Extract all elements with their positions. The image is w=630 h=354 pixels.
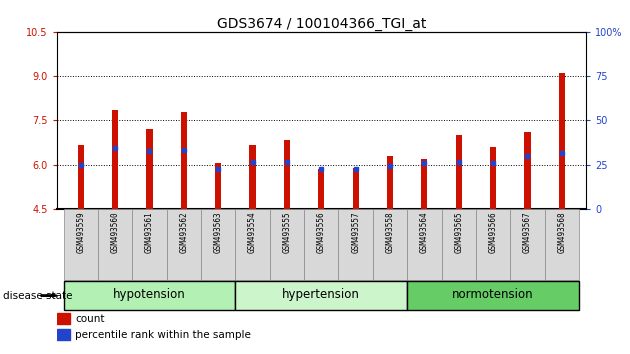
Bar <box>167 209 201 280</box>
Text: GSM493565: GSM493565 <box>454 212 463 253</box>
Bar <box>270 209 304 280</box>
Title: GDS3674 / 100104366_TGI_at: GDS3674 / 100104366_TGI_at <box>217 17 426 31</box>
Bar <box>338 209 373 280</box>
Bar <box>98 209 132 280</box>
Bar <box>181 112 187 209</box>
Text: GSM493564: GSM493564 <box>420 212 429 253</box>
Bar <box>64 209 98 280</box>
Bar <box>201 209 236 280</box>
Text: percentile rank within the sample: percentile rank within the sample <box>75 330 251 339</box>
Bar <box>510 209 545 280</box>
Bar <box>407 209 442 280</box>
Text: GSM493554: GSM493554 <box>248 212 257 253</box>
Text: disease state: disease state <box>3 291 72 301</box>
Text: GSM493568: GSM493568 <box>558 212 566 253</box>
Text: GSM493559: GSM493559 <box>76 212 85 253</box>
Text: GSM493567: GSM493567 <box>523 212 532 253</box>
Bar <box>236 281 407 310</box>
Text: hypotension: hypotension <box>113 289 186 302</box>
Text: normotension: normotension <box>452 289 534 302</box>
Bar <box>304 209 338 280</box>
Bar <box>373 209 407 280</box>
Bar <box>387 156 393 209</box>
Bar <box>112 110 118 209</box>
Text: GSM493558: GSM493558 <box>386 212 394 253</box>
Text: count: count <box>75 314 105 324</box>
Bar <box>132 209 167 280</box>
Bar <box>318 169 324 209</box>
Text: GSM493556: GSM493556 <box>317 212 326 253</box>
Bar <box>284 139 290 209</box>
Bar <box>236 209 270 280</box>
Text: hypertension: hypertension <box>282 289 360 302</box>
Text: GSM493555: GSM493555 <box>282 212 292 253</box>
Text: GSM493557: GSM493557 <box>351 212 360 253</box>
Bar <box>455 135 462 209</box>
Bar <box>146 129 152 209</box>
Bar <box>57 329 70 340</box>
Text: GSM493561: GSM493561 <box>145 212 154 253</box>
Bar <box>215 163 221 209</box>
Bar <box>249 145 256 209</box>
Bar <box>545 209 579 280</box>
Bar <box>407 281 579 310</box>
Text: GSM493566: GSM493566 <box>489 212 498 253</box>
Bar <box>353 167 358 209</box>
Bar <box>442 209 476 280</box>
Text: GSM493562: GSM493562 <box>180 212 188 253</box>
Bar <box>490 147 496 209</box>
Bar <box>524 132 530 209</box>
Bar <box>57 313 70 324</box>
Bar <box>476 209 510 280</box>
Bar <box>64 281 236 310</box>
Text: GSM493563: GSM493563 <box>214 212 223 253</box>
Text: GSM493560: GSM493560 <box>111 212 120 253</box>
Bar <box>421 159 428 209</box>
Bar <box>559 73 565 209</box>
Bar <box>77 145 84 209</box>
